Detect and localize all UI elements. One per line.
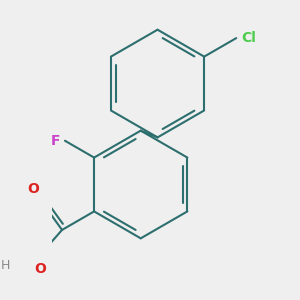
Text: Cl: Cl xyxy=(241,31,256,45)
Text: O: O xyxy=(28,182,39,196)
Text: O: O xyxy=(34,262,46,276)
Text: H: H xyxy=(1,259,10,272)
Text: F: F xyxy=(50,134,60,148)
